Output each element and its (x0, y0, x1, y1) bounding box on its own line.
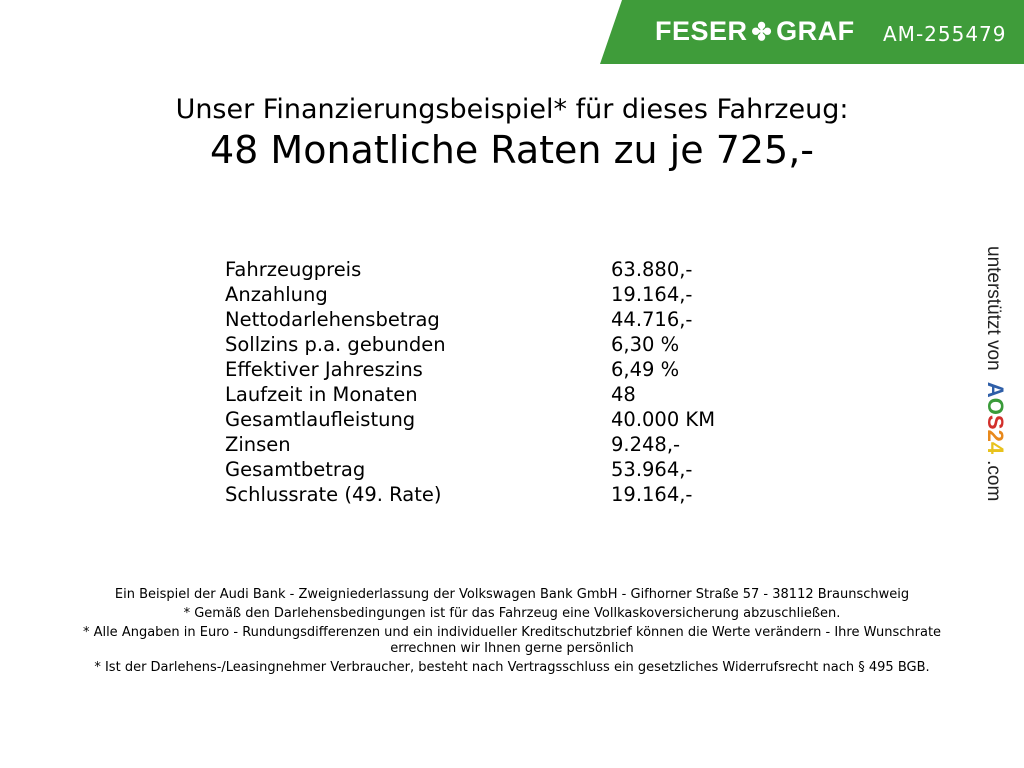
header-banner (600, 0, 1024, 64)
finance-table: Fahrzeugpreis 63.880,- Anzahlung 19.164,- … (225, 257, 715, 507)
brand-logo: FESER ✤ GRAF (655, 16, 855, 47)
row-label: Gesamtbetrag (225, 458, 366, 481)
table-row: Sollzins p.a. gebunden 6,30 % (225, 332, 715, 357)
row-label: Schlussrate (49. Rate) (225, 483, 442, 506)
footer-line: * Alle Angaben in Euro - Rundungsdiffere… (82, 625, 942, 656)
row-label: Effektiver Jahreszins (225, 358, 423, 381)
vehicle-code: AM-255479 (883, 22, 1007, 46)
table-row: Schlussrate (49. Rate) 19.164,- (225, 482, 715, 507)
table-row: Fahrzeugpreis 63.880,- (225, 257, 715, 282)
row-value: 19.164,- (611, 283, 693, 306)
clover-icon: ✤ (751, 19, 773, 46)
row-label: Fahrzeugpreis (225, 258, 362, 281)
supported-by-text: unterstützt von (983, 246, 1004, 371)
footer-disclaimer: Ein Beispiel der Audi Bank - Zweignieder… (50, 587, 974, 679)
row-value: 9.248,- (611, 433, 681, 456)
row-label: Laufzeit in Monaten (225, 383, 418, 406)
row-label: Zinsen (225, 433, 291, 456)
aos24-logo: AOS24 (983, 381, 1008, 455)
row-value: 40.000 KM (611, 408, 716, 431)
footer-line: * Ist der Darlehens-/Leasingnehmer Verbr… (94, 660, 930, 675)
title-line2: 48 Monatliche Raten zu je 725,- (209, 128, 815, 172)
row-value: 19.164,- (611, 483, 693, 506)
row-value: 63.880,- (611, 258, 693, 281)
footer-line: Ein Beispiel der Audi Bank - Zweignieder… (114, 587, 910, 602)
table-row: Anzahlung 19.164,- (225, 282, 715, 307)
row-label: Nettodarlehensbetrag (225, 308, 440, 331)
title-line1: Unser Finanzierungsbeispiel* für dieses … (175, 94, 849, 125)
table-row: Nettodarlehensbetrag 44.716,- (225, 307, 715, 332)
row-value: 6,30 % (611, 333, 680, 356)
supported-by: unterstützt von AOS24 .com (982, 246, 1008, 501)
table-row: Zinsen 9.248,- (225, 432, 715, 457)
brand-right: GRAF (776, 16, 855, 46)
row-value: 44.716,- (611, 308, 693, 331)
row-value: 53.964,- (611, 458, 693, 481)
table-row: Gesamtlaufleistung 40.000 KM (225, 407, 715, 432)
footer-line: * Gemäß den Darlehensbedingungen ist für… (183, 606, 841, 621)
row-label: Anzahlung (225, 283, 328, 306)
table-row: Effektiver Jahreszins 6,49 % (225, 357, 715, 382)
row-label: Sollzins p.a. gebunden (225, 333, 446, 356)
row-value: 48 (611, 383, 636, 406)
brand-left: FESER (655, 16, 748, 46)
row-label: Gesamtlaufleistung (225, 408, 416, 431)
table-row: Gesamtbetrag 53.964,- (225, 457, 715, 482)
supported-by-domain: .com (983, 460, 1004, 502)
table-row: Laufzeit in Monaten 48 (225, 382, 715, 407)
row-value: 6,49 % (611, 358, 680, 381)
